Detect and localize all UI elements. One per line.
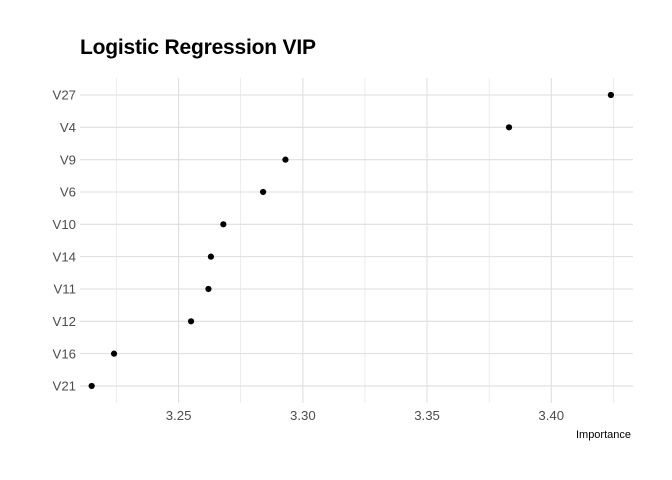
y-tick-label-v16: V16 [53,346,76,361]
chart-title: Logistic Regression VIP [80,36,316,59]
x-tick-label: 3.35 [414,408,440,423]
y-tick-label-v11: V11 [54,282,77,297]
y-tick-label-v4: V4 [60,120,76,135]
point-v14 [207,253,215,260]
data-points [88,91,614,390]
point-v9 [282,156,289,163]
y-tick-label-v21: V21 [53,379,76,394]
point-v16 [110,350,118,357]
major-gridlines [80,78,633,403]
minor-gridlines [116,78,614,403]
point-v12 [187,318,195,325]
x-tick-label: 3.30 [290,408,316,423]
y-tick-label-v6: V6 [60,185,76,200]
point-v27 [607,91,614,99]
point-v6 [259,188,267,196]
point-v21 [88,382,95,390]
y-tick-label-v14: V14 [53,249,76,264]
x-axis-label: Importance [576,429,631,441]
point-v4 [505,124,513,131]
y-tick-label-v9: V9 [60,152,76,167]
y-tick-label-v12: V12 [53,314,76,329]
x-axis-tick-labels: 3.25 3.30 3.35 3.40 [166,408,564,423]
point-v10 [220,221,227,228]
point-v11 [205,285,212,293]
x-tick-label: 3.40 [538,408,564,423]
y-tick-label-v27: V27 [53,88,76,103]
y-axis-tick-labels: V21 V16 V12 V11 V14 V10 V6 V9 V4 V27 [53,88,76,394]
x-tick-label: 3.25 [166,408,192,423]
y-tick-label-v10: V10 [53,217,76,232]
